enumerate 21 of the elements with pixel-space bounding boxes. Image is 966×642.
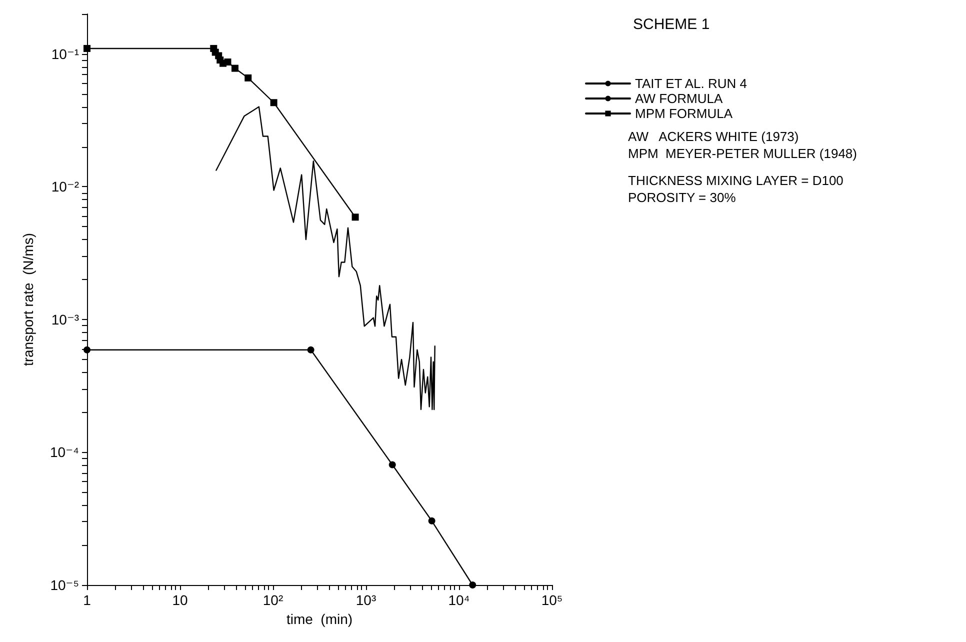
y-tick-label: 10⁻⁴ bbox=[50, 444, 79, 460]
text: THICKNESS MIXING LAYER = D100 bbox=[628, 173, 844, 188]
x-axis-title: time (min) bbox=[286, 610, 353, 627]
text: SCHEME 1 bbox=[633, 16, 710, 33]
y-tick-label: 10⁻³ bbox=[51, 311, 80, 328]
x-tick-label: 10⁴ bbox=[448, 592, 470, 608]
y-tick-label: 10⁻¹ bbox=[51, 46, 80, 62]
x-tick-label: 10⁵ bbox=[541, 592, 563, 608]
x-tick-label: 10² bbox=[262, 592, 284, 608]
text: AW ACKERS WHITE (1973) bbox=[628, 129, 799, 144]
y-tick-label: 10⁻⁵ bbox=[50, 577, 79, 593]
y-axis-title: transport rate (N/ms) bbox=[20, 232, 36, 366]
legend-label: AW FORMULA bbox=[635, 91, 723, 106]
legend-label: TAIT ET AL. RUN 4 bbox=[635, 76, 747, 91]
x-tick-label: 10 bbox=[172, 592, 188, 608]
legend-label: MPM FORMULA bbox=[635, 106, 733, 121]
x-tick-label: 1 bbox=[83, 592, 92, 608]
y-tick-label: 10⁻² bbox=[51, 178, 80, 195]
text: POROSITY = 30% bbox=[628, 190, 736, 205]
x-tick-label: 10³ bbox=[356, 592, 376, 608]
text: MPM MEYER-PETER MULLER (1948) bbox=[628, 146, 857, 161]
